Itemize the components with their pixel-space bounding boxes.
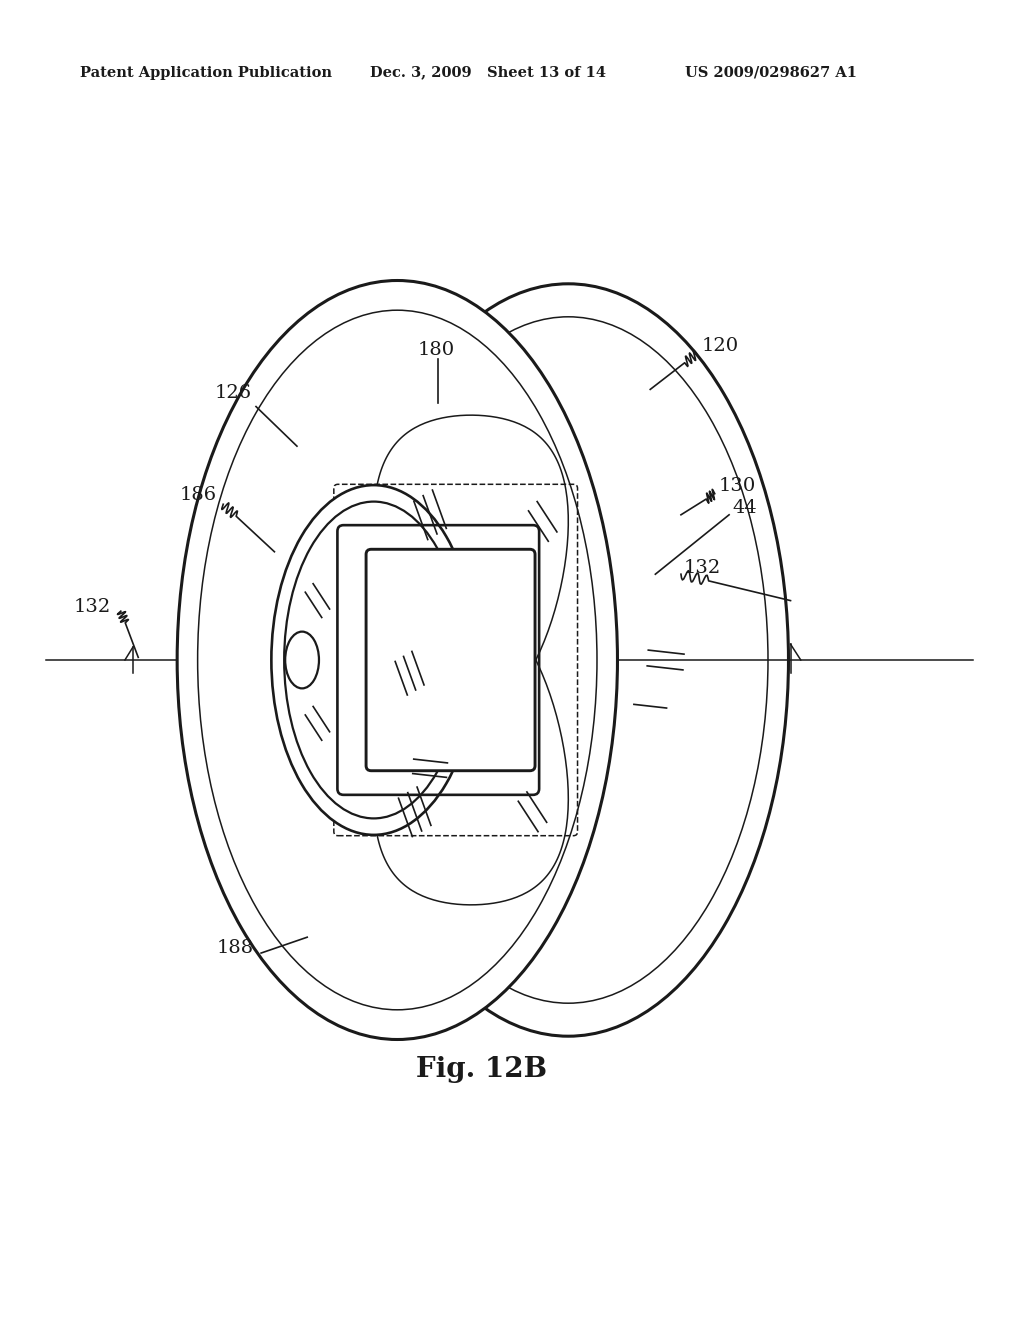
Ellipse shape xyxy=(285,632,319,689)
FancyBboxPatch shape xyxy=(367,549,535,771)
Text: 132: 132 xyxy=(684,558,721,577)
Ellipse shape xyxy=(177,281,617,1040)
Text: 120: 120 xyxy=(701,337,738,355)
Text: 126: 126 xyxy=(215,384,252,403)
Text: US 2009/0298627 A1: US 2009/0298627 A1 xyxy=(685,66,857,79)
Text: Patent Application Publication: Patent Application Publication xyxy=(80,66,332,79)
Text: 132: 132 xyxy=(74,598,111,616)
Text: 44: 44 xyxy=(732,499,757,517)
Ellipse shape xyxy=(271,484,476,836)
Text: 186: 186 xyxy=(179,486,216,504)
Text: Fig. 12B: Fig. 12B xyxy=(416,1056,547,1082)
Text: 180: 180 xyxy=(418,341,455,359)
Text: 188: 188 xyxy=(217,939,254,957)
Text: Dec. 3, 2009   Sheet 13 of 14: Dec. 3, 2009 Sheet 13 of 14 xyxy=(370,66,606,79)
Text: 130: 130 xyxy=(719,477,756,495)
